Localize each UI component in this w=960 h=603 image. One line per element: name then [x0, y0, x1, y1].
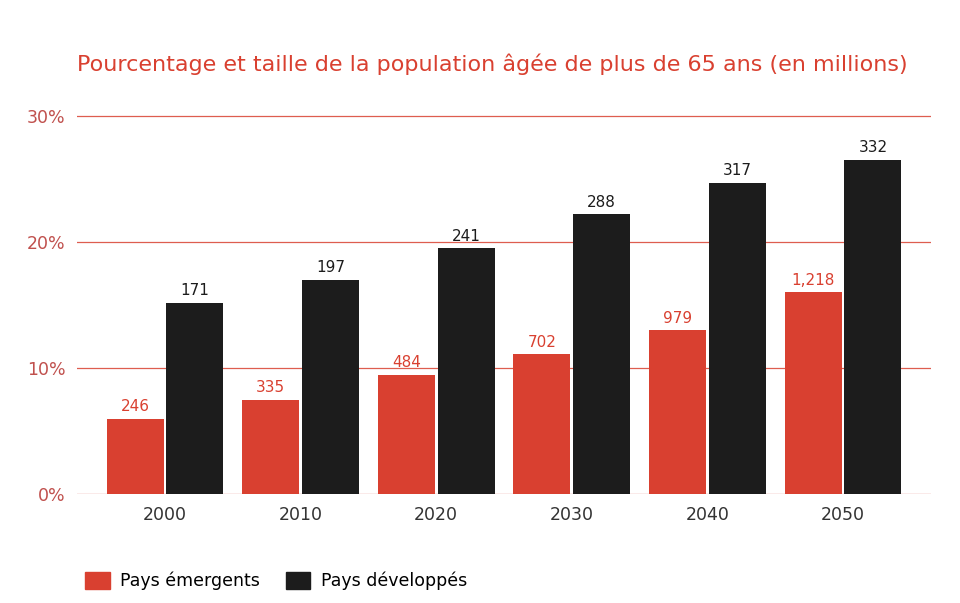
Text: 241: 241: [451, 229, 480, 244]
Legend: Pays émergents, Pays développés: Pays émergents, Pays développés: [85, 572, 468, 590]
Text: 288: 288: [588, 195, 616, 210]
Bar: [573, 214, 630, 494]
Bar: [845, 160, 901, 494]
Bar: [166, 303, 224, 494]
Text: 317: 317: [723, 163, 752, 178]
Bar: [514, 355, 570, 494]
Text: 1,218: 1,218: [792, 273, 835, 288]
Text: 335: 335: [256, 380, 285, 396]
Bar: [107, 418, 163, 494]
Text: 171: 171: [180, 283, 209, 298]
Text: 197: 197: [316, 260, 345, 276]
Bar: [242, 400, 300, 494]
Bar: [649, 330, 706, 494]
Text: 702: 702: [528, 335, 557, 350]
Bar: [438, 248, 494, 494]
Bar: [378, 374, 435, 494]
Bar: [302, 280, 359, 494]
Text: 484: 484: [392, 355, 420, 370]
Bar: [784, 292, 842, 494]
Text: 332: 332: [858, 140, 887, 156]
Bar: [708, 183, 766, 494]
Text: 246: 246: [121, 399, 150, 414]
Text: 979: 979: [663, 311, 692, 326]
Text: Pourcentage et taille de la population âgée de plus de 65 ans (en millions): Pourcentage et taille de la population â…: [77, 54, 907, 75]
